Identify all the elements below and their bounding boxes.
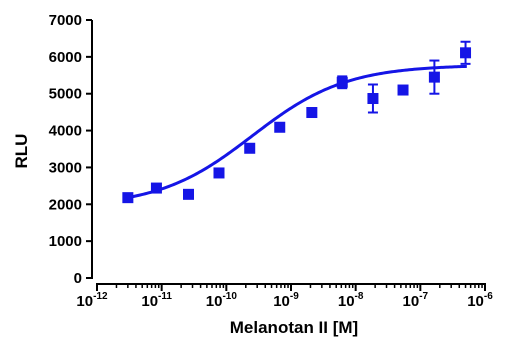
x-tick-label: 10-10 bbox=[206, 291, 238, 310]
data-point bbox=[183, 188, 195, 200]
data-point bbox=[274, 121, 286, 133]
data-point bbox=[336, 76, 348, 88]
x-tick-label: 10-8 bbox=[338, 291, 364, 310]
fit-curve bbox=[126, 64, 467, 200]
y-tick-label: 1000 bbox=[49, 233, 82, 250]
data-point bbox=[150, 182, 162, 194]
axis-labels-group: 0 1000 2000 3000 4000 5000 6000 7000 10-12 10-11 1… bbox=[12, 12, 493, 337]
data-point bbox=[367, 93, 379, 105]
x-axis-title: Melanotan II [M] bbox=[230, 318, 358, 337]
data-point bbox=[244, 142, 256, 154]
y-tick-label: 6000 bbox=[49, 49, 82, 66]
y-tick-label: 0 bbox=[74, 270, 82, 287]
x-tick-label: 10-7 bbox=[403, 291, 429, 310]
data-point bbox=[306, 107, 318, 119]
y-tick-label: 5000 bbox=[49, 86, 82, 103]
data-point bbox=[397, 84, 409, 96]
y-tick-label: 4000 bbox=[49, 123, 82, 140]
x-tick-label: 10-6 bbox=[467, 291, 493, 310]
y-tick-label: 2000 bbox=[49, 196, 82, 213]
x-tick-label: 10-9 bbox=[273, 291, 299, 310]
x-tick-label: 10-11 bbox=[141, 291, 172, 310]
axes bbox=[86, 19, 486, 291]
y-tick-label: 3000 bbox=[49, 159, 82, 176]
data-point bbox=[460, 47, 472, 59]
y-axis-title: RLU bbox=[12, 134, 31, 169]
data-point bbox=[428, 71, 440, 83]
y-tick-label: 7000 bbox=[49, 12, 82, 29]
fit-curve-group bbox=[126, 64, 467, 200]
data-point bbox=[122, 192, 134, 204]
data-point bbox=[213, 167, 225, 179]
x-tick-label: 10-12 bbox=[76, 291, 108, 310]
data-points-group bbox=[122, 40, 472, 204]
